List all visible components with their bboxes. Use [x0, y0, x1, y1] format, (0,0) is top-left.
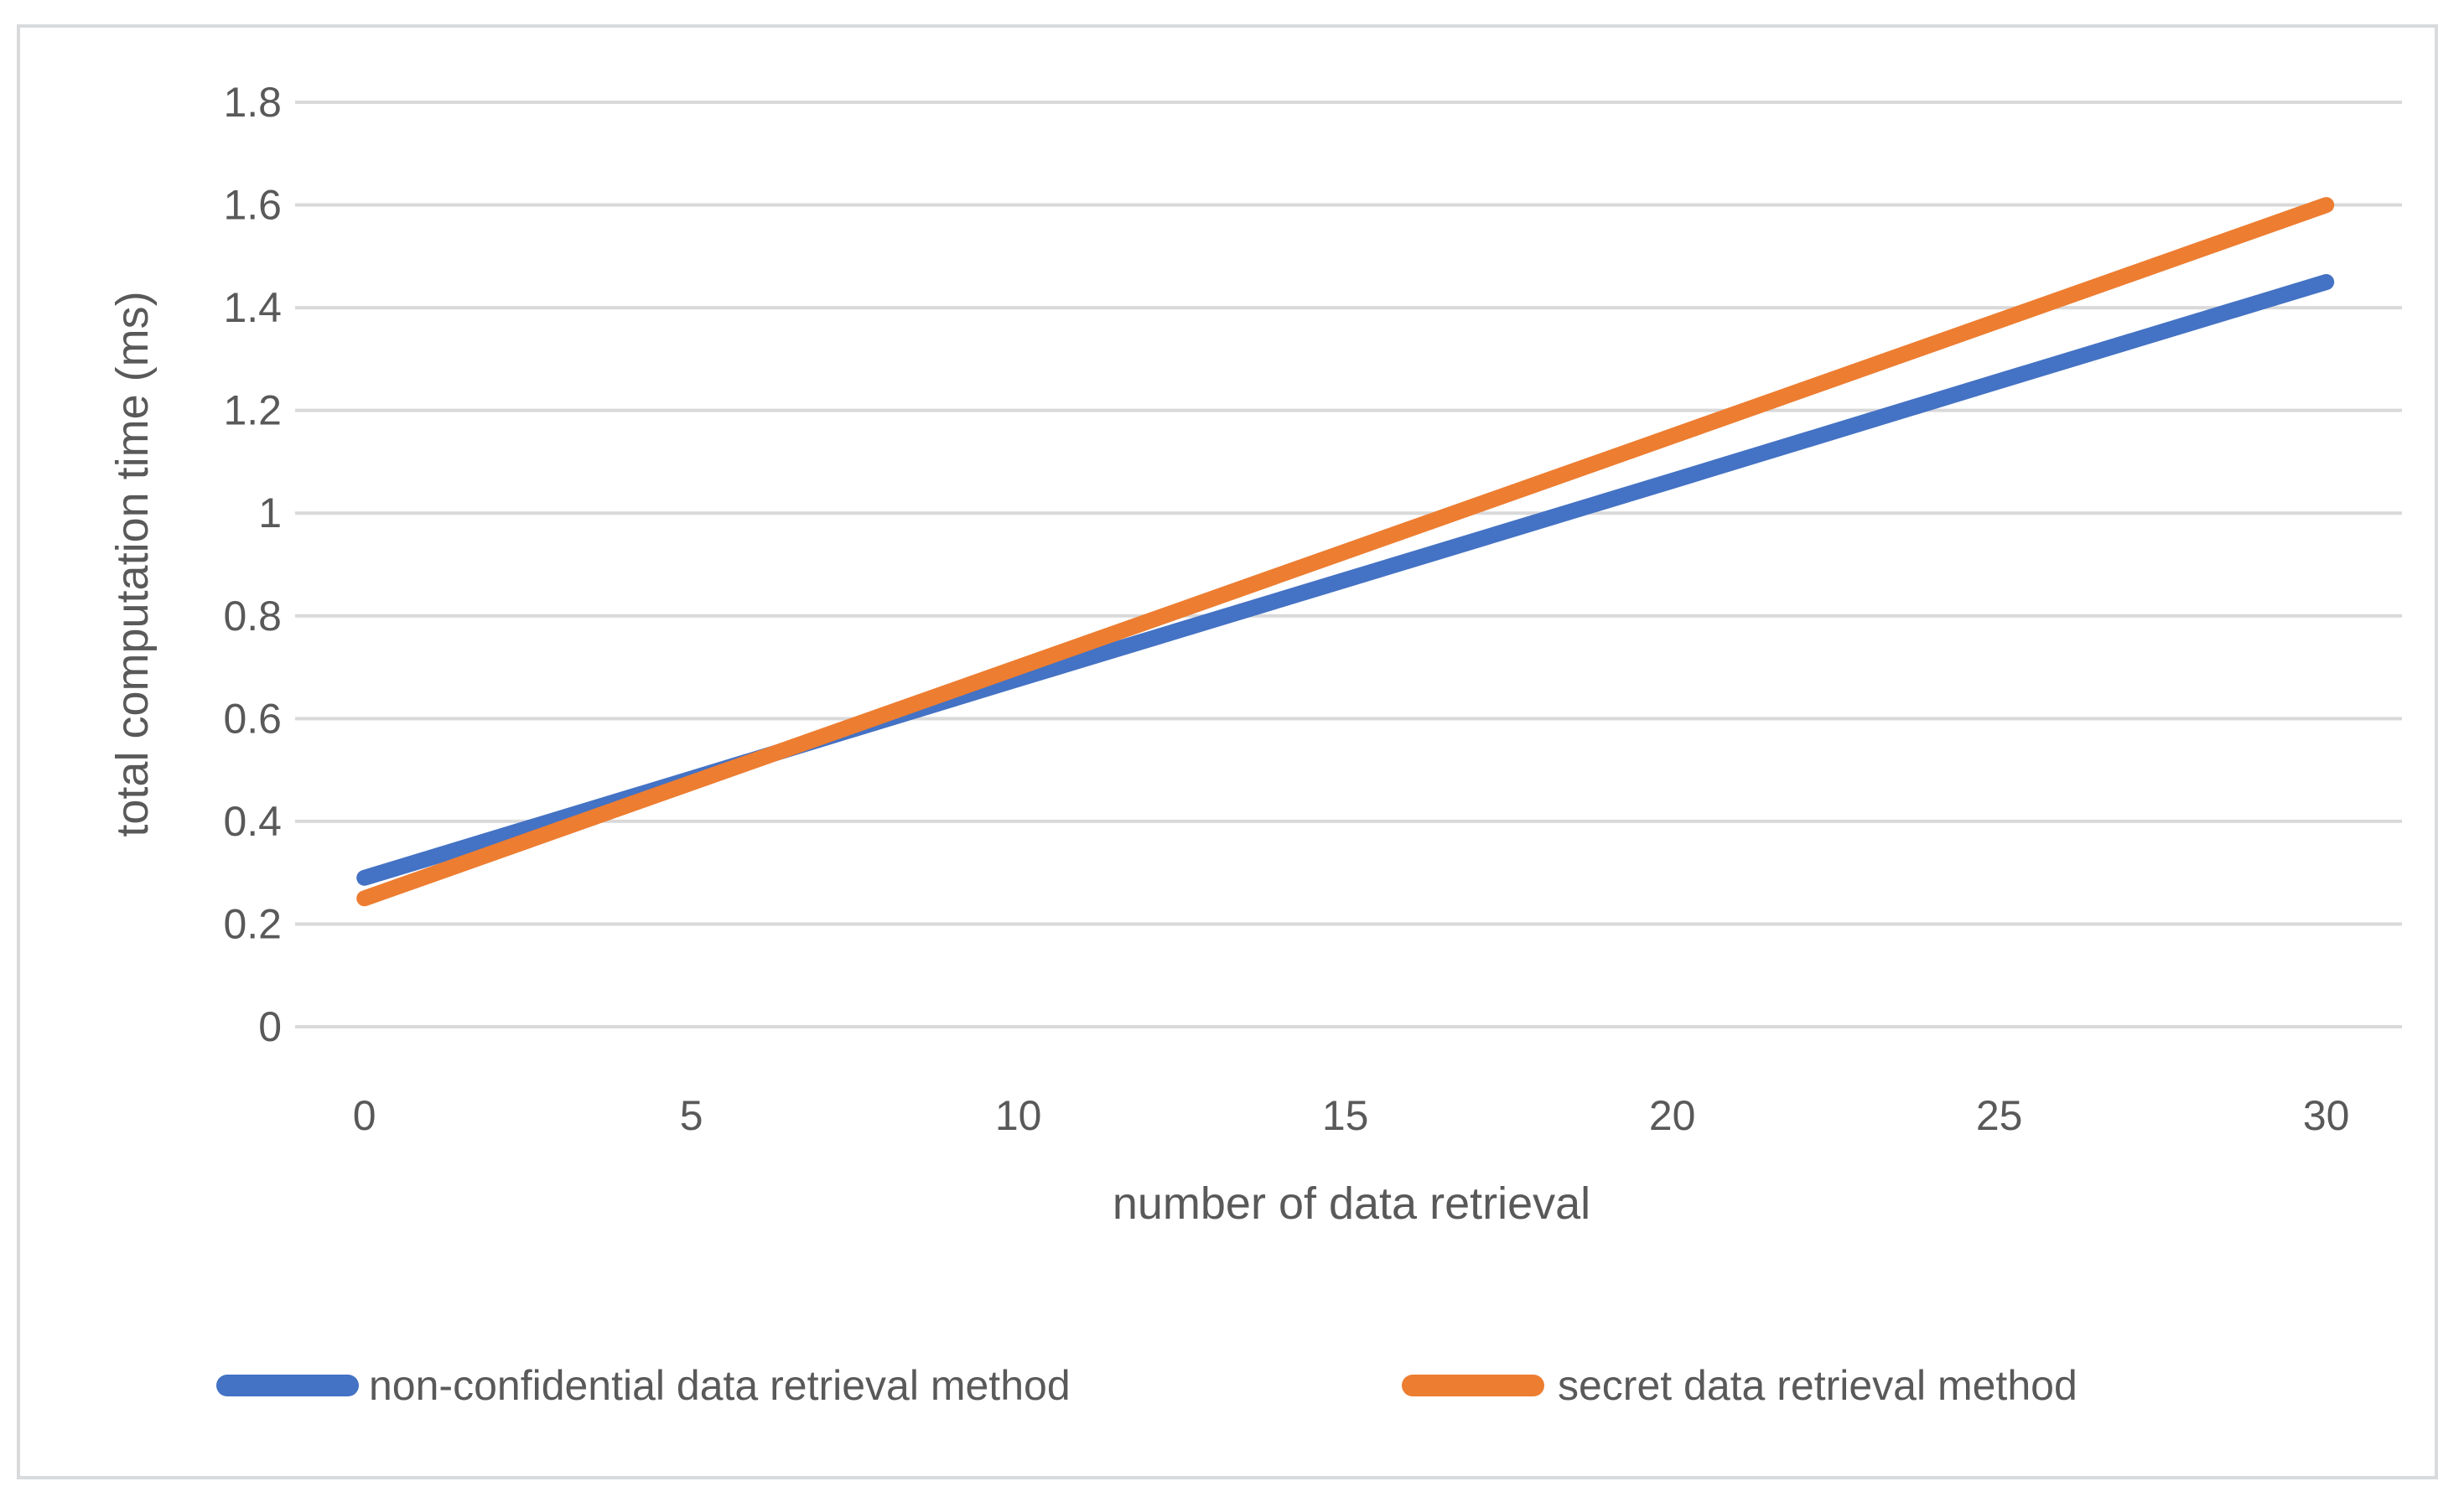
- gridlines-group: [295, 101, 2402, 1028]
- y-tick-label-0.2: 0.2: [223, 900, 282, 947]
- x-tick-label-5: 5: [680, 1092, 703, 1139]
- y-tick-label-1.4: 1.4: [223, 284, 282, 331]
- series-lines-group: [356, 197, 2335, 907]
- y-tick-label-1: 1: [258, 489, 282, 536]
- y-tick-label-1.2: 1.2: [223, 387, 282, 434]
- x-axis-tick-labels: 0 5 10 15 20 25 30: [353, 1092, 2350, 1139]
- x-axis-title: number of data retrieval: [1113, 1178, 1590, 1229]
- y-tick-label-0.8: 0.8: [223, 593, 282, 640]
- y-tick-label-1.6: 1.6: [223, 182, 282, 229]
- y-axis-title: total computation time (ms): [107, 291, 158, 836]
- y-tick-label-0: 0: [258, 1003, 282, 1050]
- y-axis-tick-labels: 0 0.2 0.4 0.6 0.8 1 1.2 1.4 1.6 1.8: [223, 79, 282, 1050]
- y-tick-label-0.6: 0.6: [223, 695, 282, 742]
- chart-border: [17, 24, 2438, 1479]
- y-tick-label-0.4: 0.4: [223, 798, 282, 845]
- x-tick-label-20: 20: [1649, 1092, 1696, 1139]
- y-tick-label-1.8: 1.8: [223, 79, 282, 126]
- legend-swatch-secret-method: [1402, 1375, 1544, 1396]
- legend: non-confidential data retrieval method s…: [216, 1362, 2078, 1409]
- x-tick-label-15: 15: [1322, 1092, 1369, 1139]
- legend-label-non-confidential-method: non-confidential data retrieval method: [369, 1362, 1071, 1409]
- x-tick-label-10: 10: [995, 1092, 1042, 1139]
- legend-swatch-non-confidential-method: [216, 1375, 359, 1396]
- x-tick-label-30: 30: [2303, 1092, 2350, 1139]
- x-tick-label-0: 0: [353, 1092, 376, 1139]
- series-line-secret-method: [356, 197, 2335, 907]
- x-tick-label-25: 25: [1976, 1092, 2023, 1139]
- legend-label-secret-method: secret data retrieval method: [1558, 1362, 2078, 1409]
